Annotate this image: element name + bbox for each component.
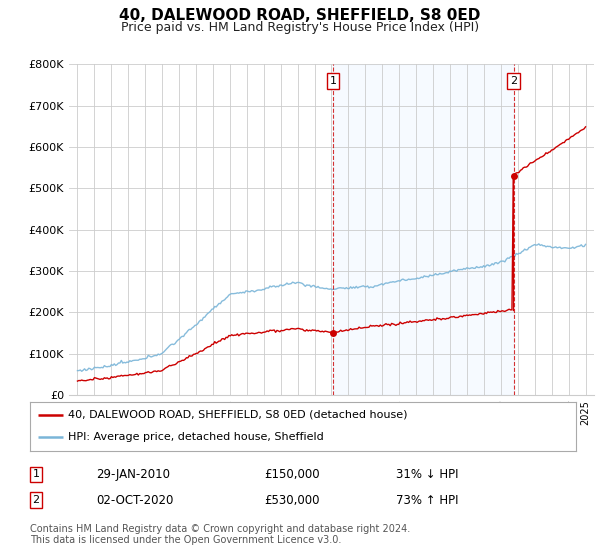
Text: 2: 2 xyxy=(510,76,517,86)
Text: 40, DALEWOOD ROAD, SHEFFIELD, S8 0ED (detached house): 40, DALEWOOD ROAD, SHEFFIELD, S8 0ED (de… xyxy=(68,410,408,420)
Text: 1: 1 xyxy=(32,469,40,479)
Text: 73% ↑ HPI: 73% ↑ HPI xyxy=(396,493,458,507)
Text: £530,000: £530,000 xyxy=(264,493,320,507)
Text: Contains HM Land Registry data © Crown copyright and database right 2024.
This d: Contains HM Land Registry data © Crown c… xyxy=(30,524,410,545)
Text: 02-OCT-2020: 02-OCT-2020 xyxy=(96,493,173,507)
Text: 31% ↓ HPI: 31% ↓ HPI xyxy=(396,468,458,481)
Text: Price paid vs. HM Land Registry's House Price Index (HPI): Price paid vs. HM Land Registry's House … xyxy=(121,21,479,34)
Text: HPI: Average price, detached house, Sheffield: HPI: Average price, detached house, Shef… xyxy=(68,432,324,442)
Bar xyxy=(333,64,514,395)
Text: 2: 2 xyxy=(32,495,40,505)
Text: 29-JAN-2010: 29-JAN-2010 xyxy=(96,468,170,481)
Text: 1: 1 xyxy=(329,76,337,86)
Text: 40, DALEWOOD ROAD, SHEFFIELD, S8 0ED: 40, DALEWOOD ROAD, SHEFFIELD, S8 0ED xyxy=(119,8,481,24)
Text: £150,000: £150,000 xyxy=(264,468,320,481)
